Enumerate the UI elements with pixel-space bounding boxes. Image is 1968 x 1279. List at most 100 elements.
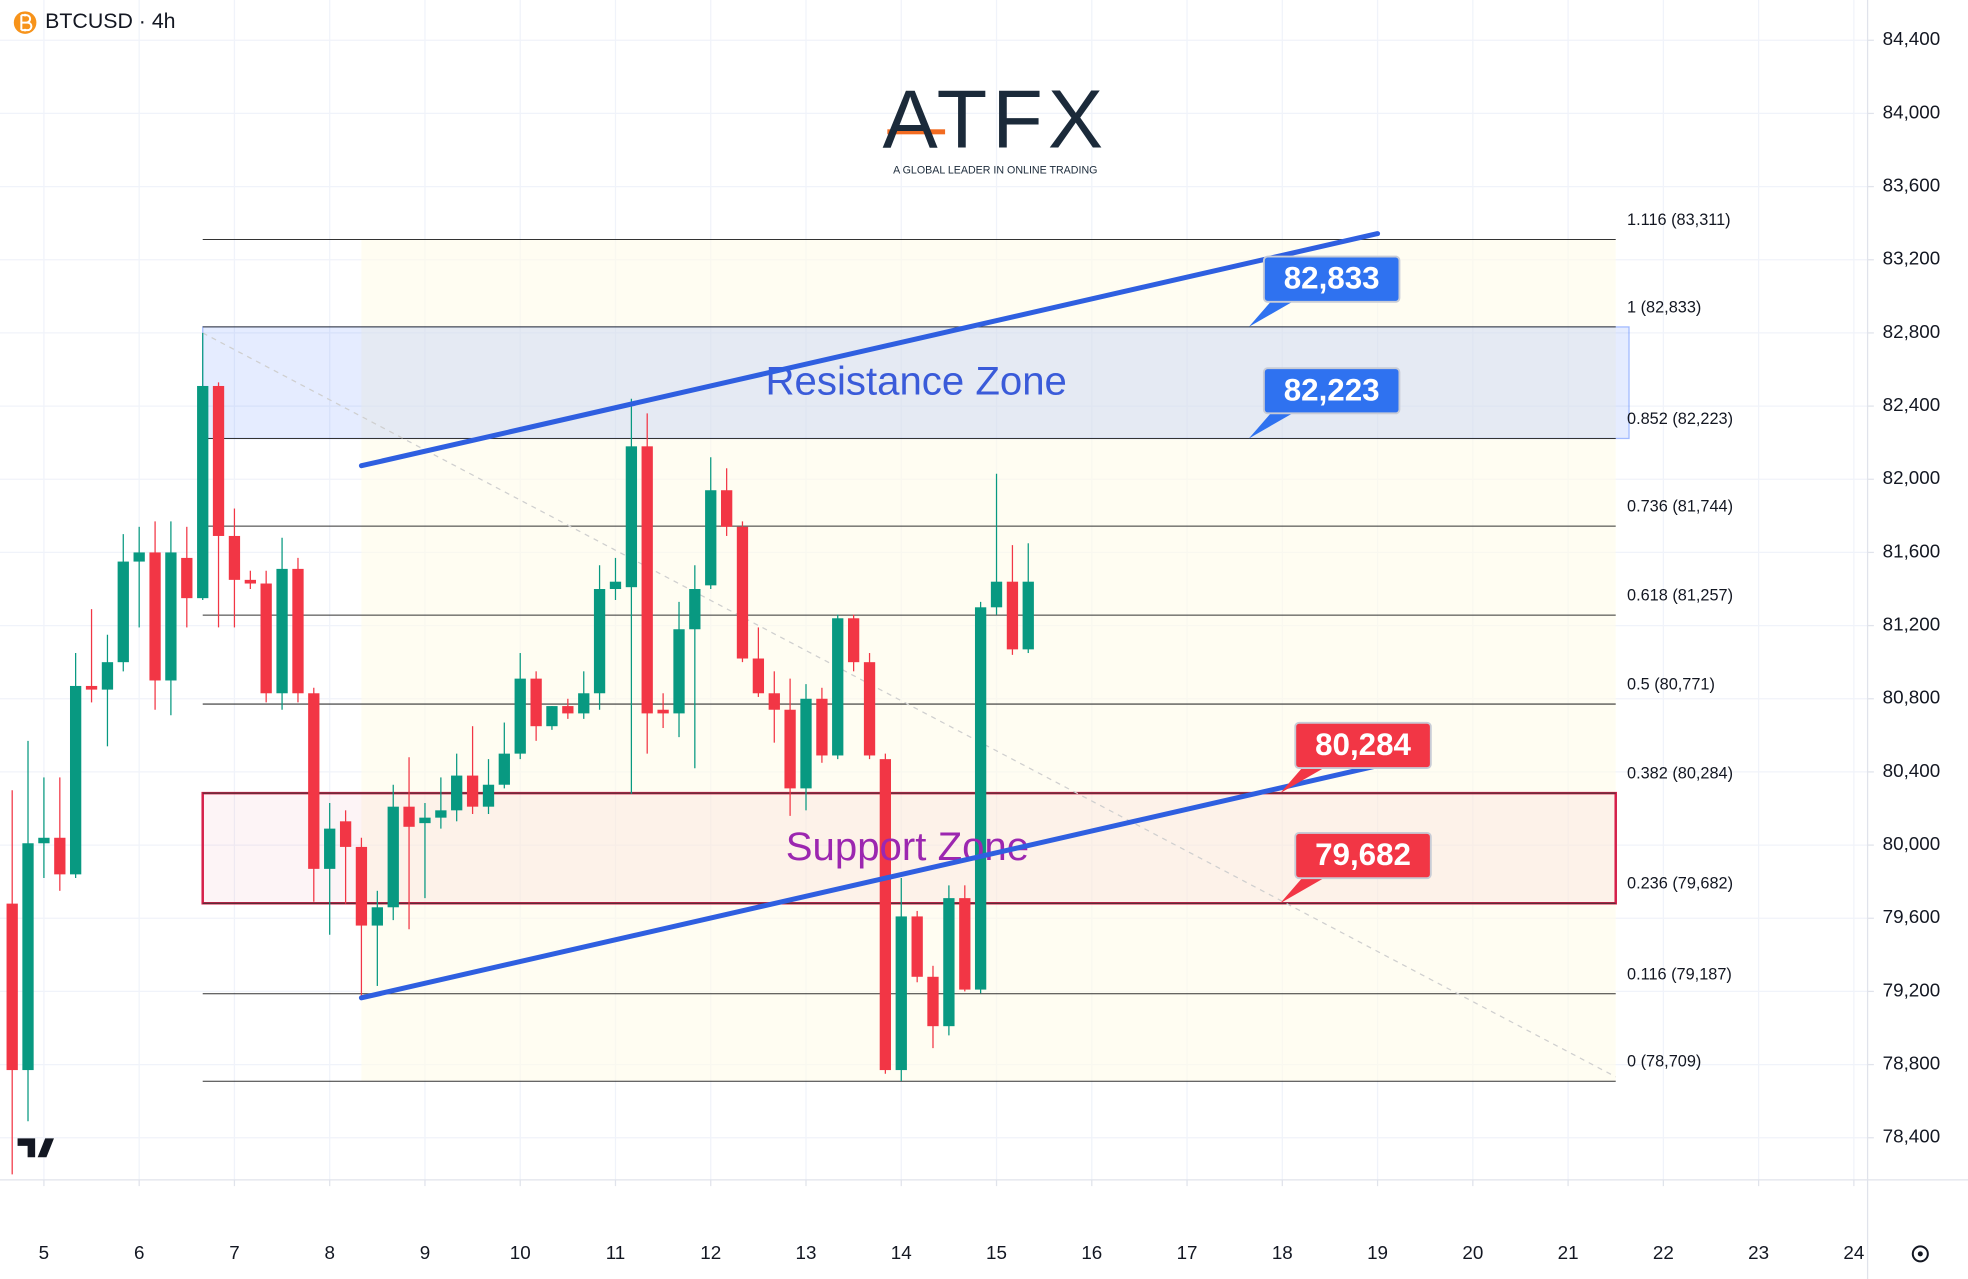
candle-body [752, 658, 765, 694]
candle-body [260, 583, 272, 694]
candle-body [387, 806, 399, 908]
fib-label: 0 (78,709) [1627, 1053, 1701, 1071]
candle-body [6, 903, 18, 1071]
x-tick-label: 5 [39, 1242, 49, 1263]
zone-label: Support Zone [786, 824, 1029, 869]
y-tick-label: 81,200 [1883, 614, 1941, 635]
x-tick-label: 20 [1462, 1242, 1483, 1263]
candle-body [482, 784, 495, 807]
fib-label: 0.116 (79,187) [1627, 965, 1732, 983]
candle-body [943, 898, 955, 1027]
candle-body [784, 709, 796, 789]
y-tick-label: 80,000 [1883, 833, 1941, 854]
candle-body [403, 806, 415, 827]
gear-center[interactable] [1917, 1251, 1923, 1257]
candle-body [419, 817, 431, 824]
y-tick-label: 80,400 [1883, 760, 1941, 781]
y-tick-label: 79,600 [1883, 906, 1941, 927]
y-tick-label: 78,400 [1883, 1126, 1941, 1147]
candle-body [498, 753, 510, 785]
candle-body [911, 916, 923, 977]
candle-body [69, 685, 82, 875]
candle-body [736, 526, 749, 659]
y-tick-label: 83,600 [1883, 175, 1941, 196]
y-tick-label: 84,000 [1883, 101, 1941, 122]
y-tick-label: 78,800 [1883, 1053, 1941, 1074]
x-tick-label: 22 [1653, 1242, 1674, 1263]
x-tick-label: 24 [1843, 1242, 1864, 1263]
candle-body [609, 581, 622, 590]
candle-body [863, 662, 876, 756]
x-tick-label: 19 [1367, 1242, 1388, 1263]
candle-body [895, 916, 907, 1071]
candle-body [451, 775, 463, 811]
symbol-title[interactable]: BTCUSD · 4h [45, 9, 175, 33]
fib-label: 0.5 (80,771) [1627, 676, 1715, 694]
gear-ring[interactable] [1911, 1245, 1929, 1263]
plot-area: 1.116 (83,311) 1 (82,833) 0.852 (82,223) 0.… [6, 211, 1733, 1175]
candle-body [514, 678, 526, 754]
candle-body [990, 581, 1003, 608]
fib-label: 0.736 (81,744) [1627, 498, 1733, 516]
candle-body [339, 821, 352, 847]
candle-body [625, 446, 638, 588]
candle-body [38, 837, 50, 844]
candle-body [228, 535, 241, 580]
candle-body [181, 557, 193, 599]
candle-body [308, 693, 320, 869]
badge-pointer [1248, 409, 1300, 439]
logo-tagline: A GLOBAL LEADER IN ONLINE TRADING [893, 165, 1097, 177]
x-tick-label: 11 [606, 1242, 626, 1263]
fib-label: 1 (82,833) [1627, 298, 1701, 316]
x-tick-label: 6 [134, 1242, 144, 1263]
candle-body [562, 706, 574, 714]
x-tick-label: 23 [1748, 1242, 1769, 1263]
candle-body [371, 907, 383, 926]
candle-body [816, 698, 828, 756]
price-badge-label: 82,833 [1284, 261, 1380, 296]
trend-line [358, 763, 1381, 1001]
candle-body [324, 828, 336, 869]
logo-name: ATFX [882, 72, 1108, 165]
candle-body [673, 629, 685, 714]
price-badge [1262, 255, 1401, 303]
price-badge [1294, 721, 1432, 769]
candle-body [22, 843, 34, 1071]
y-tick-label: 79,200 [1883, 979, 1941, 1000]
candle-body [165, 552, 177, 681]
x-tick-label: 15 [986, 1242, 1007, 1263]
candle-body [85, 685, 98, 690]
candle-body [1022, 581, 1034, 650]
candle-body [54, 837, 66, 875]
fib-label: 1.116 (83,311) [1627, 211, 1731, 229]
trend-line [358, 231, 1381, 469]
x-tick-label: 7 [229, 1242, 239, 1263]
x-tick-label: 18 [1272, 1242, 1293, 1263]
candle-body [276, 568, 288, 694]
fib-label: 0.618 (81,257) [1627, 587, 1733, 605]
candle-body [244, 579, 256, 584]
candle-body [117, 561, 129, 663]
zone-label: Resistance Zone [766, 359, 1067, 404]
logo-accent [887, 129, 946, 135]
symbol-icon-glyph [20, 13, 33, 32]
candle-body [355, 846, 368, 926]
x-tick-label: 14 [891, 1242, 912, 1263]
price-badge [1262, 367, 1401, 415]
x-tick-label: 13 [796, 1242, 817, 1263]
settings-icon[interactable] [1911, 1245, 1929, 1263]
candle-body [847, 618, 860, 663]
x-tick-label: 9 [420, 1242, 430, 1263]
price-badge [1294, 832, 1432, 880]
candle-body [705, 490, 717, 586]
y-tick-label: 84,400 [1883, 28, 1941, 49]
candle-body [212, 385, 225, 536]
y-tick-label: 83,200 [1883, 248, 1941, 269]
fib-label: 0.236 (79,682) [1627, 875, 1733, 893]
x-tick-label: 10 [510, 1242, 531, 1263]
tradingview-logo [17, 1138, 54, 1158]
y-tick-label: 80,800 [1883, 687, 1941, 708]
candle-body [974, 607, 987, 990]
candle-body [133, 552, 145, 562]
y-tick-label: 82,000 [1883, 467, 1941, 488]
